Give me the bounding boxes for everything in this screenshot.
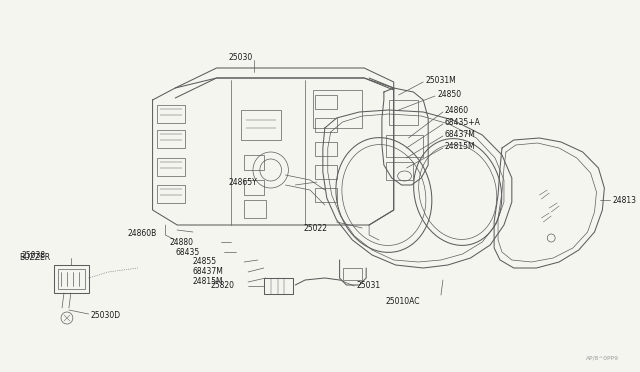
Bar bbox=[264, 278, 293, 294]
Bar bbox=[241, 110, 280, 140]
Text: 25030: 25030 bbox=[228, 52, 253, 61]
Bar bbox=[315, 142, 337, 156]
Text: 68435: 68435 bbox=[175, 247, 200, 257]
Text: 25031: 25031 bbox=[356, 280, 380, 289]
Bar bbox=[54, 265, 88, 293]
Text: 25038: 25038 bbox=[22, 251, 46, 260]
Bar bbox=[58, 269, 84, 289]
Text: AP/8^0PP9: AP/8^0PP9 bbox=[586, 356, 619, 360]
Bar bbox=[157, 185, 185, 203]
Text: 68435+A: 68435+A bbox=[445, 118, 481, 126]
Text: 24813: 24813 bbox=[612, 196, 636, 205]
Bar bbox=[388, 100, 419, 125]
Text: 24815M: 24815M bbox=[445, 141, 476, 151]
Text: 68437M: 68437M bbox=[445, 129, 476, 138]
Bar bbox=[342, 268, 362, 280]
Text: 24860B: 24860B bbox=[128, 228, 157, 237]
Text: 24865Y: 24865Y bbox=[228, 177, 257, 186]
Text: 24815M: 24815M bbox=[193, 278, 223, 286]
Text: 25820: 25820 bbox=[211, 282, 235, 291]
Text: 24850: 24850 bbox=[437, 90, 461, 99]
Bar bbox=[244, 180, 264, 195]
Bar bbox=[386, 162, 413, 180]
Bar bbox=[315, 95, 337, 109]
Text: 24860: 24860 bbox=[445, 106, 469, 115]
Text: 68437M: 68437M bbox=[193, 267, 224, 276]
Text: 24880: 24880 bbox=[170, 237, 193, 247]
Bar bbox=[386, 135, 423, 157]
Text: 25010AC: 25010AC bbox=[386, 298, 420, 307]
Bar bbox=[157, 158, 185, 176]
Bar bbox=[157, 130, 185, 148]
Bar bbox=[315, 118, 337, 132]
Bar bbox=[244, 200, 266, 218]
Bar bbox=[315, 188, 337, 202]
Text: BUZZER: BUZZER bbox=[20, 253, 51, 263]
Text: 25031M: 25031M bbox=[425, 76, 456, 84]
Bar bbox=[244, 155, 264, 170]
Text: 25022: 25022 bbox=[303, 224, 327, 232]
Bar bbox=[157, 105, 185, 123]
Bar bbox=[313, 90, 362, 128]
Bar bbox=[315, 165, 337, 179]
Text: 24855: 24855 bbox=[193, 257, 217, 266]
Text: 25030D: 25030D bbox=[90, 311, 121, 320]
